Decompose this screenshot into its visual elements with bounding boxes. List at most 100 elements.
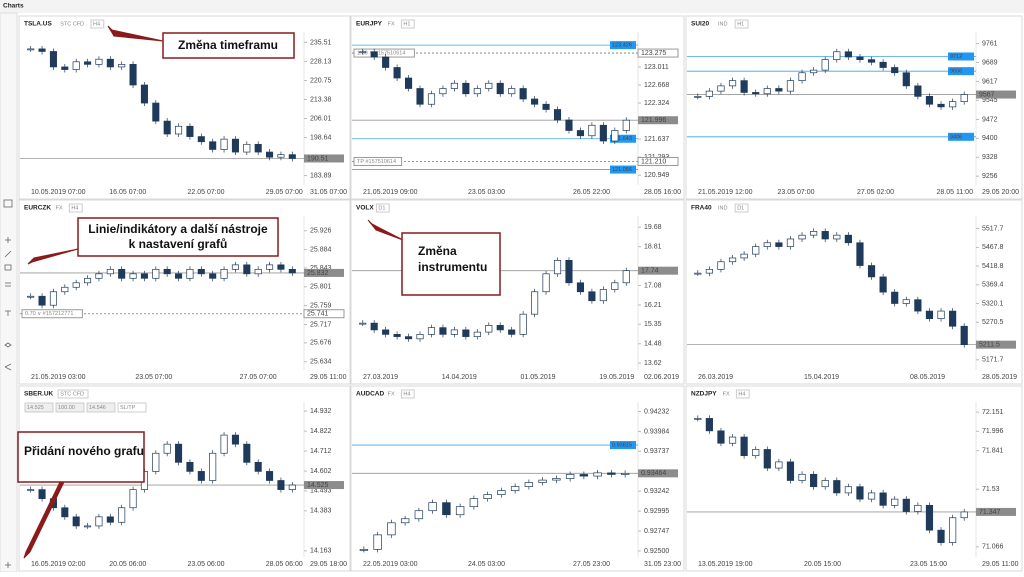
candle [914, 299, 922, 312]
annotation-text: instrumentu [418, 260, 487, 274]
y-tick-label: 120.949 [644, 172, 669, 179]
candle [416, 88, 424, 105]
candle [277, 480, 285, 490]
header-tag[interactable] [734, 203, 749, 213]
candle [106, 268, 114, 275]
y-tick-label: 0.94232 [644, 408, 669, 415]
candle [38, 295, 46, 306]
x-tick-label: 23.05 15:00 [910, 561, 947, 568]
candle [717, 85, 725, 92]
symbol-label[interactable]: FRA40 [691, 205, 712, 212]
header-tag[interactable] [68, 203, 83, 213]
y-tick-label: 122.668 [644, 82, 669, 89]
header-tag[interactable] [734, 19, 749, 29]
rect-icon[interactable] [4, 264, 12, 271]
y-tick-label: 25.843 [310, 265, 332, 272]
price-level-badge [948, 52, 974, 61]
candle [387, 522, 396, 536]
header-tag[interactable] [375, 203, 390, 213]
candle [84, 277, 92, 284]
trade-field[interactable] [55, 402, 85, 413]
y-tick-label: 0.93242 [644, 488, 669, 495]
header-tag-text: STC CFD [60, 21, 84, 27]
x-tick-label: 21.05.2019 09:00 [363, 189, 418, 196]
candle [593, 472, 602, 477]
header-tag[interactable] [400, 19, 415, 29]
candle [84, 525, 92, 528]
x-tick-label: 28.05 11:00 [937, 189, 974, 196]
candle [220, 268, 228, 279]
symbol-label[interactable]: VOLX [356, 205, 374, 212]
candle [798, 234, 806, 240]
symbol-label[interactable]: AUDCAD [356, 391, 384, 398]
candle [61, 507, 69, 518]
candle [27, 48, 35, 51]
header-tag[interactable] [716, 20, 733, 28]
candle [810, 69, 818, 74]
header-tag[interactable] [53, 204, 67, 212]
price-level-label: 121.643 [612, 136, 632, 142]
price-level-label: 9656 [950, 69, 962, 75]
candle [359, 51, 367, 54]
trade-field[interactable] [86, 402, 116, 413]
layout-icon[interactable] [3, 199, 13, 208]
candle [752, 449, 760, 457]
candle [538, 479, 547, 483]
header-tag[interactable] [400, 389, 415, 399]
trade-field[interactable] [24, 402, 54, 413]
order-tag[interactable] [21, 309, 83, 319]
price-level-label: 14.525 [307, 482, 329, 489]
order-tag[interactable] [353, 156, 403, 166]
candle [496, 325, 504, 331]
candle [960, 94, 968, 102]
annotation-box [77, 217, 279, 257]
candle [485, 325, 493, 333]
header-tag[interactable] [385, 390, 399, 398]
candle [497, 490, 506, 495]
annotation-box [162, 32, 295, 59]
candle [129, 489, 137, 509]
y-tick-label: 9472 [982, 116, 998, 123]
candle [694, 96, 702, 98]
charts-tab[interactable]: Charts [3, 3, 24, 10]
layers-icon[interactable] [4, 342, 12, 348]
x-tick-label: 22.05 07:00 [188, 189, 225, 196]
symbol-label[interactable]: NZDJPY [691, 391, 717, 398]
panel-frame [685, 385, 1023, 572]
header-tag[interactable] [720, 390, 734, 398]
candle [588, 291, 596, 302]
y-tick-label: 14.822 [310, 428, 332, 435]
candle [359, 549, 369, 551]
x-tick-label: 23.05 03:00 [468, 189, 505, 196]
y-tick-label: 9617 [982, 78, 998, 85]
header-tag[interactable] [385, 20, 399, 28]
candle [197, 136, 205, 143]
symbol-label[interactable]: SBER.UK [24, 391, 54, 398]
symbol-label[interactable]: SUI20 [691, 21, 709, 28]
candle [400, 518, 410, 524]
candle [960, 511, 968, 519]
symbol-label[interactable]: EURJPY [356, 21, 383, 28]
candle [373, 534, 382, 550]
header-tag[interactable] [58, 20, 88, 28]
candle [786, 80, 795, 92]
y-tick-label: 9761 [982, 40, 998, 47]
candle [856, 486, 864, 500]
candle [209, 141, 217, 150]
header-tag[interactable] [716, 204, 733, 212]
price-level-label: 25.741 [307, 311, 329, 318]
trade-field[interactable] [117, 402, 147, 413]
candle [810, 473, 818, 488]
line-icon[interactable] [4, 250, 12, 258]
share-icon[interactable] [4, 363, 12, 371]
candle [462, 329, 470, 337]
header-tag[interactable] [90, 19, 105, 29]
header-tag[interactable] [735, 389, 750, 399]
candle [740, 436, 748, 457]
x-tick-label: 29.05 07:00 [266, 189, 303, 196]
candle [914, 85, 922, 97]
symbol-label[interactable]: TSLA.US [24, 21, 52, 28]
symbol-label[interactable]: EURCZK [24, 205, 51, 212]
panel-frame [685, 199, 1023, 385]
header-tag[interactable] [57, 389, 89, 399]
